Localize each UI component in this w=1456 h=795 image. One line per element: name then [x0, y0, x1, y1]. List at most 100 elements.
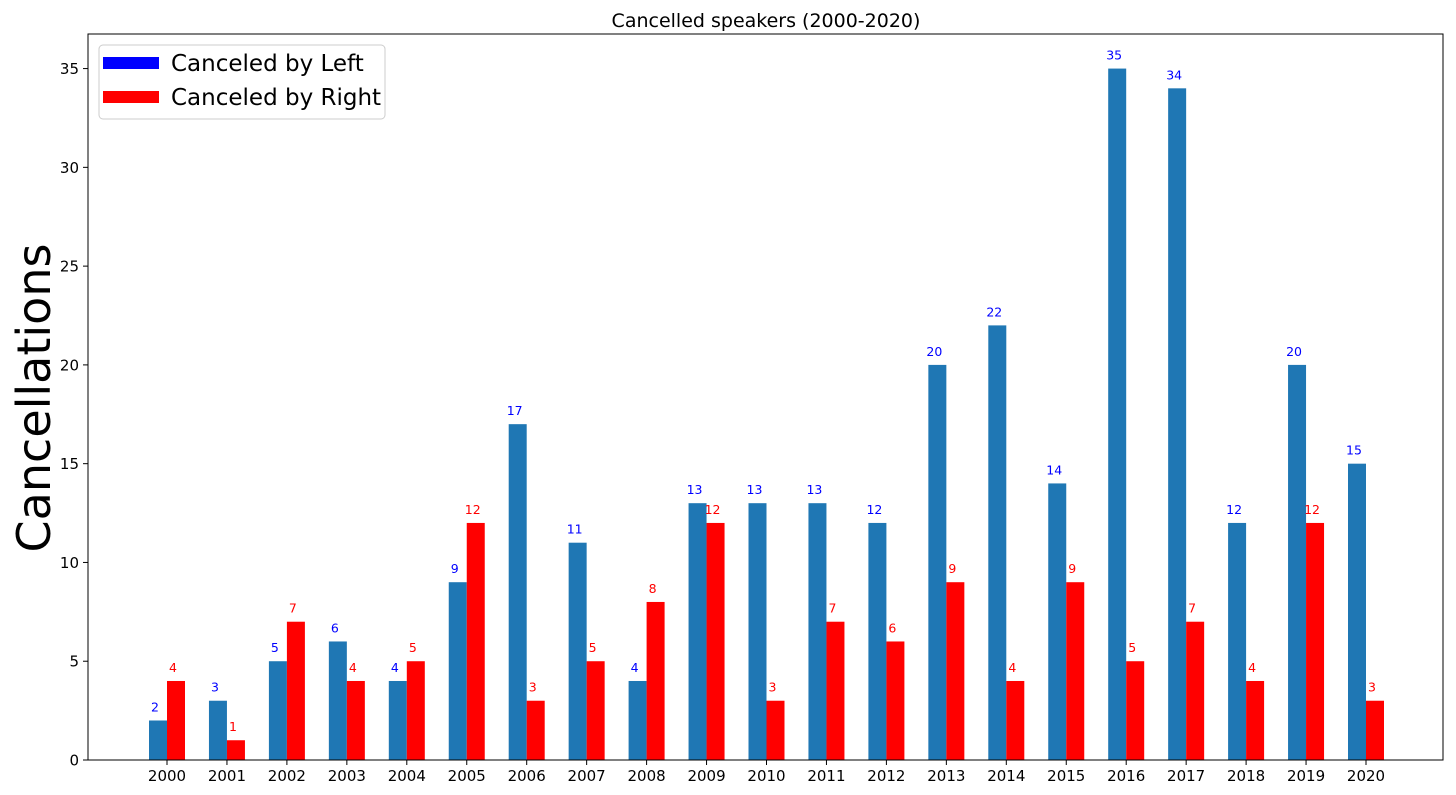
- bar-right-2015: [1066, 582, 1085, 760]
- value-label-right-2018: 4: [1248, 660, 1256, 675]
- y-tick-label-10: 10: [60, 554, 79, 572]
- value-label-left-2004: 4: [391, 660, 399, 675]
- y-tick-label-5: 5: [69, 653, 79, 671]
- bar-right-2019: [1306, 522, 1325, 760]
- x-tick-label-2020: 2020: [1347, 767, 1385, 785]
- value-label-right-2011: 7: [828, 601, 836, 616]
- bar-right-2009: [706, 522, 725, 760]
- x-tick-label-2004: 2004: [388, 767, 426, 785]
- value-label-right-2002: 7: [289, 601, 297, 616]
- value-label-left-2003: 6: [331, 620, 339, 635]
- x-tick-label-2002: 2002: [268, 767, 306, 785]
- bar-left-2008: [628, 680, 647, 760]
- x-tick-label-2009: 2009: [687, 767, 725, 785]
- value-label-right-2000: 4: [169, 660, 177, 675]
- value-label-left-2008: 4: [631, 660, 639, 675]
- bar-left-2004: [388, 680, 407, 760]
- value-label-right-2012: 6: [888, 620, 896, 635]
- x-tick-label-2003: 2003: [328, 767, 366, 785]
- x-tick-label-2012: 2012: [867, 767, 905, 785]
- value-label-left-2001: 3: [211, 680, 219, 695]
- bar-right-2010: [766, 700, 785, 760]
- chart-title: Cancelled speakers (2000-2020): [612, 10, 921, 32]
- y-tick-label-25: 25: [60, 258, 79, 276]
- bar-left-2007: [568, 542, 587, 760]
- x-tick-label-2010: 2010: [747, 767, 785, 785]
- bar-right-2004: [406, 661, 425, 760]
- bar-left-2006: [508, 424, 527, 760]
- value-label-left-2007: 11: [567, 522, 583, 537]
- value-label-right-2013: 9: [948, 561, 956, 576]
- legend-box: [98, 44, 386, 120]
- bar-right-2003: [346, 680, 365, 760]
- value-label-right-2014: 4: [1008, 660, 1016, 675]
- x-tick-label-2015: 2015: [1047, 767, 1085, 785]
- bar-right-2001: [226, 740, 245, 760]
- bar-right-2006: [526, 700, 545, 760]
- value-label-left-2015: 14: [1046, 462, 1062, 477]
- value-label-right-2005: 12: [465, 502, 481, 517]
- legend-swatch-right: [103, 91, 159, 103]
- value-label-left-2020: 15: [1346, 443, 1362, 458]
- value-label-left-2019: 20: [1286, 344, 1302, 359]
- x-tick-label-2005: 2005: [448, 767, 486, 785]
- legend: Canceled by Left Canceled by Right: [98, 44, 386, 120]
- x-tick-label-2001: 2001: [208, 767, 246, 785]
- bar-left-2010: [748, 503, 767, 760]
- value-label-left-2013: 20: [926, 344, 942, 359]
- value-label-right-2004: 5: [409, 640, 417, 655]
- bar-left-2014: [988, 325, 1007, 760]
- bar-right-2017: [1186, 621, 1205, 760]
- value-label-right-2019: 12: [1304, 502, 1320, 517]
- value-label-left-2010: 13: [747, 482, 763, 497]
- value-label-left-2002: 5: [271, 640, 279, 655]
- bar-left-2000: [149, 720, 167, 760]
- bar-right-2018: [1246, 680, 1265, 760]
- x-tick-label-2007: 2007: [568, 767, 606, 785]
- bar-left-2015: [1048, 483, 1067, 760]
- value-label-right-2001: 1: [229, 719, 237, 734]
- x-tick-label-2011: 2011: [807, 767, 845, 785]
- x-tick-label-2014: 2014: [987, 767, 1025, 785]
- bar-right-2014: [1006, 680, 1025, 760]
- x-tick-label-2018: 2018: [1227, 767, 1265, 785]
- value-label-left-2016: 35: [1106, 48, 1122, 63]
- bar-right-2000: [167, 680, 185, 760]
- bar-left-2001: [208, 700, 227, 760]
- legend-label-right: Canceled by Right: [171, 85, 381, 111]
- bar-left-2016: [1108, 68, 1127, 761]
- value-label-right-2006: 3: [529, 680, 537, 695]
- value-label-right-2017: 7: [1188, 601, 1196, 616]
- value-label-left-2009: 13: [687, 482, 703, 497]
- y-tick-label-20: 20: [60, 356, 79, 374]
- value-label-left-2014: 22: [986, 304, 1002, 319]
- bar-left-2002: [268, 661, 287, 760]
- x-tick-label-2013: 2013: [927, 767, 965, 785]
- value-label-left-2006: 17: [507, 403, 523, 418]
- value-label-right-2009: 12: [705, 502, 721, 517]
- value-label-left-2011: 13: [806, 482, 822, 497]
- bar-left-2011: [808, 503, 827, 760]
- value-label-left-2017: 34: [1166, 67, 1182, 82]
- bar-right-2012: [886, 641, 905, 760]
- y-axis-label: Cancellations: [7, 244, 61, 553]
- value-label-left-2018: 12: [1226, 502, 1242, 517]
- x-tick-label-2017: 2017: [1167, 767, 1205, 785]
- bar-left-2013: [928, 364, 947, 760]
- bar-left-2018: [1228, 522, 1247, 760]
- bar-right-2016: [1126, 661, 1145, 760]
- x-tick-label-2006: 2006: [508, 767, 546, 785]
- bar-left-2009: [688, 503, 707, 760]
- bar-left-2003: [328, 641, 347, 760]
- value-label-right-2016: 5: [1128, 640, 1136, 655]
- y-tick-label-35: 35: [60, 60, 79, 78]
- plot-frame: [87, 33, 1444, 761]
- bar-right-2002: [286, 621, 305, 760]
- bar-right-2020: [1366, 700, 1384, 760]
- value-label-left-2005: 9: [451, 561, 459, 576]
- bar-right-2007: [586, 661, 605, 760]
